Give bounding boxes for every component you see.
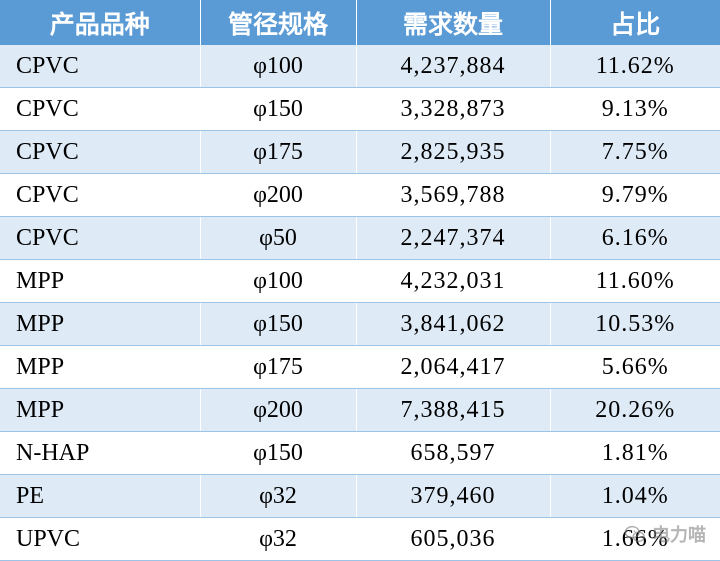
cell-spec: φ32 [200,474,357,518]
cell-product: N-HAP [0,431,201,475]
table-header: 产品品种 管径规格 需求数量 占比 [0,0,720,45]
header-share: 占比 [550,0,720,45]
cell-spec: φ150 [200,87,357,131]
cell-spec: φ150 [200,431,357,475]
cell-quantity: 2,247,374 [356,216,551,260]
table-row: CPVC φ50 2,247,374 6.16% [0,216,720,260]
cell-product: PE [0,474,201,518]
cell-share: 7.75% [550,130,720,174]
cell-quantity: 3,569,788 [356,173,551,217]
cell-product: MPP [0,345,201,389]
table-body: CPVC φ100 4,237,884 11.62% CPVC φ150 3,3… [0,45,720,561]
cell-share: 1.66% [550,517,720,561]
table-row: CPVC φ175 2,825,935 7.75% [0,130,720,174]
cell-product: CPVC [0,173,201,217]
cell-quantity: 379,460 [356,474,551,518]
cell-quantity: 4,232,031 [356,259,551,303]
header-demand-quantity: 需求数量 [356,0,551,45]
cell-quantity: 658,597 [356,431,551,475]
cell-share: 5.66% [550,345,720,389]
cell-spec: φ50 [200,216,357,260]
cell-share: 10.53% [550,302,720,346]
cell-spec: φ150 [200,302,357,346]
cell-share: 11.62% [550,45,720,88]
header-row: 产品品种 管径规格 需求数量 占比 [0,0,720,45]
table-row: CPVC φ100 4,237,884 11.62% [0,45,720,88]
table-row: CPVC φ150 3,328,873 9.13% [0,87,720,131]
cell-share: 9.13% [550,87,720,131]
cell-product: MPP [0,259,201,303]
cell-quantity: 7,388,415 [356,388,551,432]
cell-quantity: 3,328,873 [356,87,551,131]
cell-product: CPVC [0,87,201,131]
table-row: MPP φ100 4,232,031 11.60% [0,259,720,303]
table-row: MPP φ200 7,388,415 20.26% [0,388,720,432]
cell-quantity: 2,064,417 [356,345,551,389]
cell-product: UPVC [0,517,201,561]
watermark-text: 电力喵 [652,525,706,546]
cell-share: 9.79% [550,173,720,217]
cell-product: CPVC [0,45,201,88]
cell-spec: φ100 [200,45,357,88]
cell-quantity: 2,825,935 [356,130,551,174]
cell-product: CPVC [0,130,201,174]
cell-spec: φ200 [200,388,357,432]
table-row: CPVC φ200 3,569,788 9.79% [0,173,720,217]
cell-share: 1.04% [550,474,720,518]
table-row: UPVC φ32 605,036 1.66% [0,517,720,561]
cell-quantity: 605,036 [356,517,551,561]
cell-share: 1.81% [550,431,720,475]
table-row: N-HAP φ150 658,597 1.81% [0,431,720,475]
table-row: PE φ32 379,460 1.04% [0,474,720,518]
table-row: MPP φ175 2,064,417 5.66% [0,345,720,389]
cell-product: CPVC [0,216,201,260]
cell-spec: φ175 [200,345,357,389]
table-row: MPP φ150 3,841,062 10.53% [0,302,720,346]
wechat-icon [624,525,645,543]
cell-spec: φ32 [200,517,357,561]
cell-quantity: 3,841,062 [356,302,551,346]
cell-spec: φ200 [200,173,357,217]
cell-quantity: 4,237,884 [356,45,551,88]
cell-spec: φ100 [200,259,357,303]
watermark: 电力喵 [624,521,706,547]
header-pipe-spec: 管径规格 [200,0,357,45]
cell-spec: φ175 [200,130,357,174]
cell-share: 20.26% [550,388,720,432]
header-product-type: 产品品种 [0,0,201,45]
cell-product: MPP [0,302,201,346]
cell-share: 6.16% [550,216,720,260]
cell-product: MPP [0,388,201,432]
cell-share: 11.60% [550,259,720,303]
